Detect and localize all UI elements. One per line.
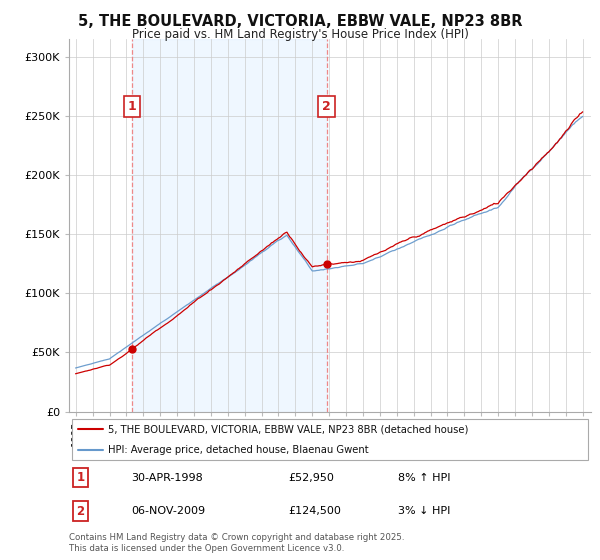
Text: 30-APR-1998: 30-APR-1998 — [131, 473, 203, 483]
Text: 2: 2 — [76, 505, 85, 517]
Text: £52,950: £52,950 — [288, 473, 334, 483]
Text: 3% ↓ HPI: 3% ↓ HPI — [398, 506, 450, 516]
Text: Contains HM Land Registry data © Crown copyright and database right 2025.
This d: Contains HM Land Registry data © Crown c… — [69, 533, 404, 553]
Text: 8% ↑ HPI: 8% ↑ HPI — [398, 473, 451, 483]
Text: 1: 1 — [76, 471, 85, 484]
Bar — [132, 39, 326, 412]
Text: 5, THE BOULEVARD, VICTORIA, EBBW VALE, NP23 8BR (detached house): 5, THE BOULEVARD, VICTORIA, EBBW VALE, N… — [108, 424, 469, 435]
Text: HPI: Average price, detached house, Blaenau Gwent: HPI: Average price, detached house, Blae… — [108, 445, 369, 455]
Text: 2: 2 — [322, 100, 331, 113]
Text: 1: 1 — [128, 100, 136, 113]
Text: 06-NOV-2009: 06-NOV-2009 — [131, 506, 206, 516]
Text: Price paid vs. HM Land Registry's House Price Index (HPI): Price paid vs. HM Land Registry's House … — [131, 28, 469, 41]
Text: £124,500: £124,500 — [288, 506, 341, 516]
FancyBboxPatch shape — [71, 419, 589, 460]
Text: 5, THE BOULEVARD, VICTORIA, EBBW VALE, NP23 8BR: 5, THE BOULEVARD, VICTORIA, EBBW VALE, N… — [78, 14, 522, 29]
